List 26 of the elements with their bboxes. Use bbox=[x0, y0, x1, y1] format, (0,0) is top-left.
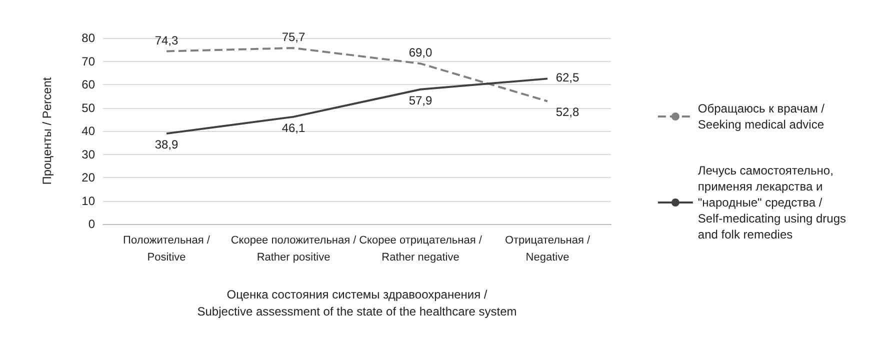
data-label: 46,1 bbox=[282, 120, 306, 135]
data-label: 52,8 bbox=[556, 105, 580, 120]
x-tick-label: Отрицательная / Negative bbox=[504, 234, 591, 264]
y-tick-label: 50 bbox=[82, 100, 96, 115]
legend-label: Обращаюсь к врачам / Seeking medical advice bbox=[698, 102, 826, 132]
y-tick-label: 80 bbox=[82, 31, 96, 45]
data-label: 69,0 bbox=[408, 46, 432, 60]
y-tick-label: 10 bbox=[82, 194, 96, 208]
x-tick-label: Скорее положительная / Rather positive bbox=[230, 234, 358, 264]
legend-label: Лечусь самостоятельно, применяя лекарства и "народные" средства / Self-medicating using drugs and folk remedies bbox=[698, 164, 846, 242]
y-tick-label: 60 bbox=[82, 78, 96, 92]
y-tick-label: 70 bbox=[82, 54, 96, 68]
data-label: 75,7 bbox=[282, 30, 306, 44]
y-tick-label: 40 bbox=[82, 124, 96, 138]
data-label: 38,9 bbox=[154, 138, 178, 152]
data-label: 57,9 bbox=[408, 93, 432, 108]
y-axis-title: Проценты / Percent bbox=[40, 76, 54, 185]
y-tick-label: 0 bbox=[88, 217, 96, 231]
data-label: 74,3 bbox=[154, 33, 178, 48]
x-tick-label: Скорее отрицательная / Rather negative bbox=[359, 234, 483, 264]
data-label: 62,5 bbox=[556, 70, 580, 85]
y-tick-label: 30 bbox=[82, 147, 96, 162]
x-axis-title: Оценка состояния системы здравоохранения / Subjective assessment of the state of the healthcare system bbox=[197, 288, 517, 318]
line-series bbox=[166, 78, 548, 135]
x-tick-label: Положительная / Positive bbox=[123, 234, 211, 264]
y-tick-label: 20 bbox=[82, 170, 96, 184]
